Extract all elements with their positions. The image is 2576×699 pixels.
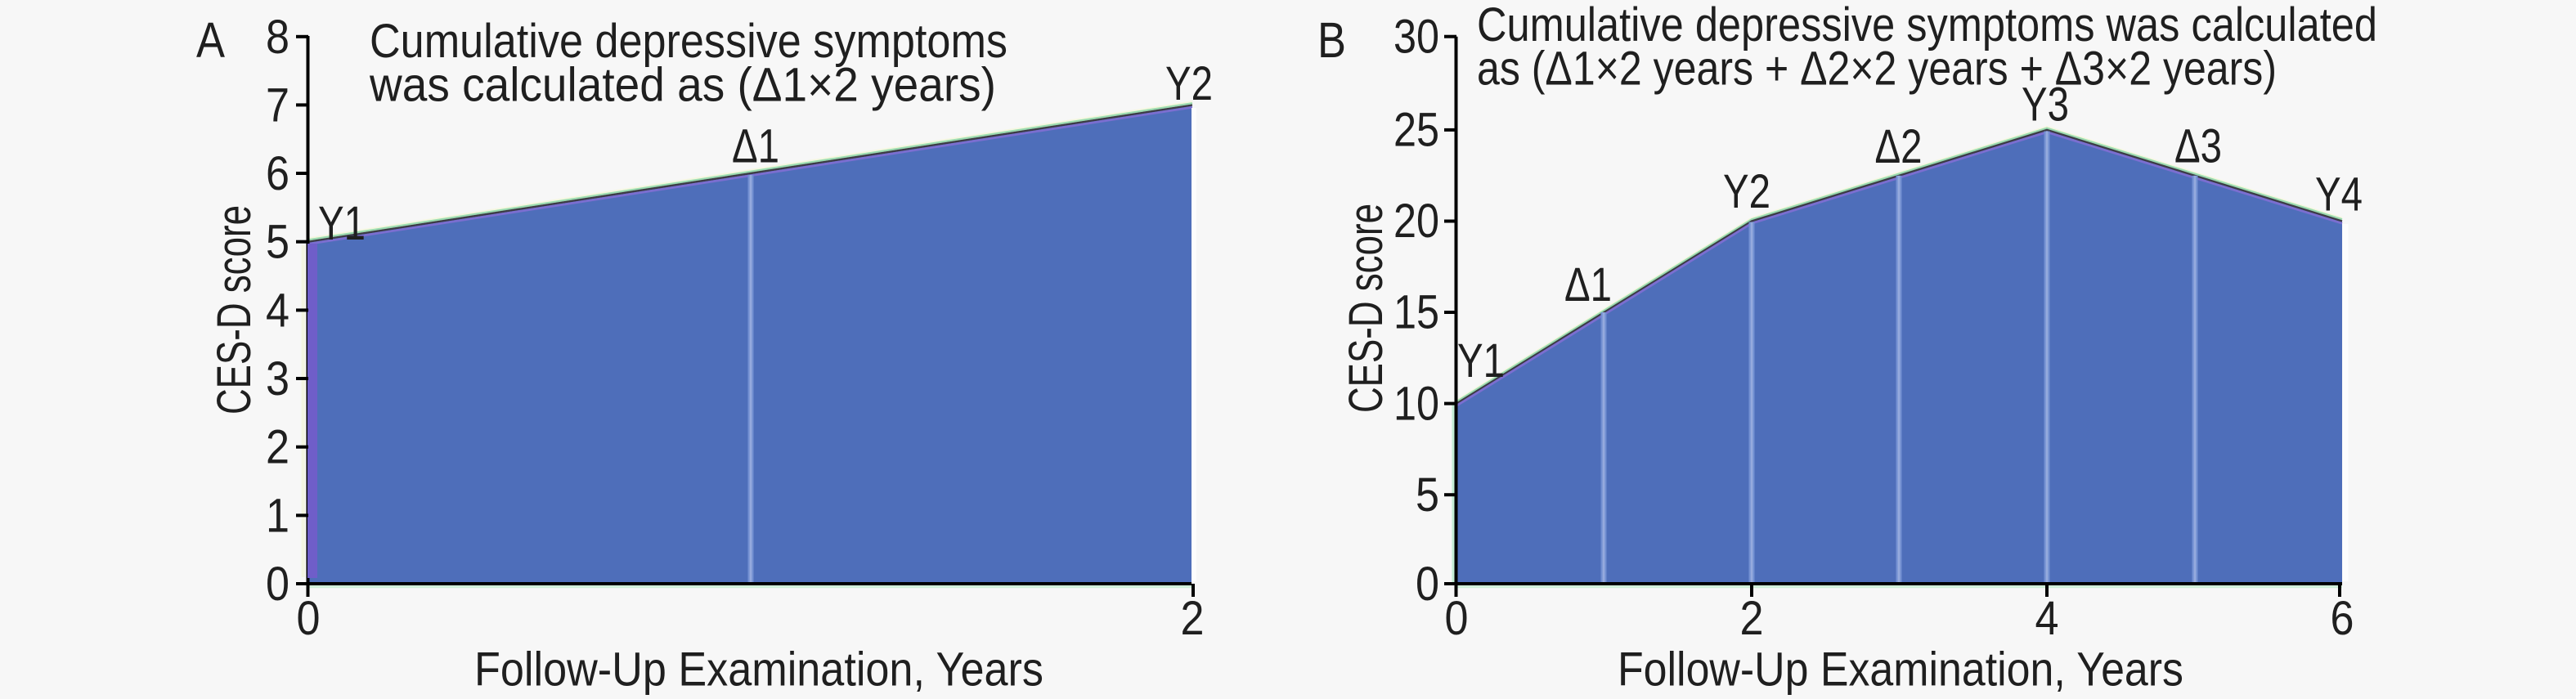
svg-text:3: 3 xyxy=(266,352,289,406)
svg-text:0: 0 xyxy=(1445,592,1469,645)
svg-text:5: 5 xyxy=(266,216,289,269)
svg-text:A: A xyxy=(196,12,225,68)
svg-text:2: 2 xyxy=(266,421,289,474)
svg-text:2: 2 xyxy=(1181,592,1205,645)
svg-text:0: 0 xyxy=(1416,558,1439,611)
svg-text:Cumulative depressive symptoms: Cumulative depressive symptoms was calcu… xyxy=(1477,0,2377,52)
svg-text:CES-D score: CES-D score xyxy=(1340,204,1393,413)
svg-text:Follow-Up Examination, Years: Follow-Up Examination, Years xyxy=(474,643,1043,696)
svg-text:CES-D score: CES-D score xyxy=(208,205,261,414)
svg-text:Y2: Y2 xyxy=(1165,57,1213,110)
svg-text:Follow-Up Examination, Years: Follow-Up Examination, Years xyxy=(1618,643,2183,696)
svg-text:Y1: Y1 xyxy=(1457,334,1505,388)
svg-text:6: 6 xyxy=(266,147,289,200)
svg-text:15: 15 xyxy=(1393,286,1439,339)
svg-text:Δ1: Δ1 xyxy=(732,120,779,173)
svg-text:0: 0 xyxy=(266,558,289,611)
svg-text:10: 10 xyxy=(1393,377,1439,430)
svg-text:Y1: Y1 xyxy=(318,197,366,250)
svg-text:as (Δ1×2 years + Δ2×2 years +: as (Δ1×2 years + Δ2×2 years + Δ3×2 years… xyxy=(1477,43,2277,96)
svg-text:Δ2: Δ2 xyxy=(1875,120,1923,173)
svg-text:4: 4 xyxy=(266,284,289,337)
svg-text:8: 8 xyxy=(266,11,289,64)
svg-text:B: B xyxy=(1317,12,1346,68)
svg-text:4: 4 xyxy=(2035,592,2059,645)
svg-text:Δ3: Δ3 xyxy=(2174,120,2222,173)
svg-text:Y4: Y4 xyxy=(2315,168,2363,222)
svg-text:2: 2 xyxy=(1740,592,1764,645)
svg-text:Δ1: Δ1 xyxy=(1564,258,1612,311)
svg-text:30: 30 xyxy=(1393,10,1439,63)
svg-text:1: 1 xyxy=(266,489,289,542)
svg-text:Y3: Y3 xyxy=(2022,78,2069,132)
svg-text:5: 5 xyxy=(1416,468,1439,522)
svg-text:Cumulative depressive symptoms: Cumulative depressive symptoms xyxy=(370,15,1008,68)
svg-text:7: 7 xyxy=(266,78,289,132)
svg-text:25: 25 xyxy=(1393,104,1439,157)
svg-text:Y2: Y2 xyxy=(1723,165,1770,218)
svg-text:6: 6 xyxy=(2331,592,2354,645)
svg-text:20: 20 xyxy=(1393,195,1439,248)
svg-text:0: 0 xyxy=(297,592,321,645)
svg-text:was calculated as (Δ1×2 years): was calculated as (Δ1×2 years) xyxy=(369,59,996,112)
